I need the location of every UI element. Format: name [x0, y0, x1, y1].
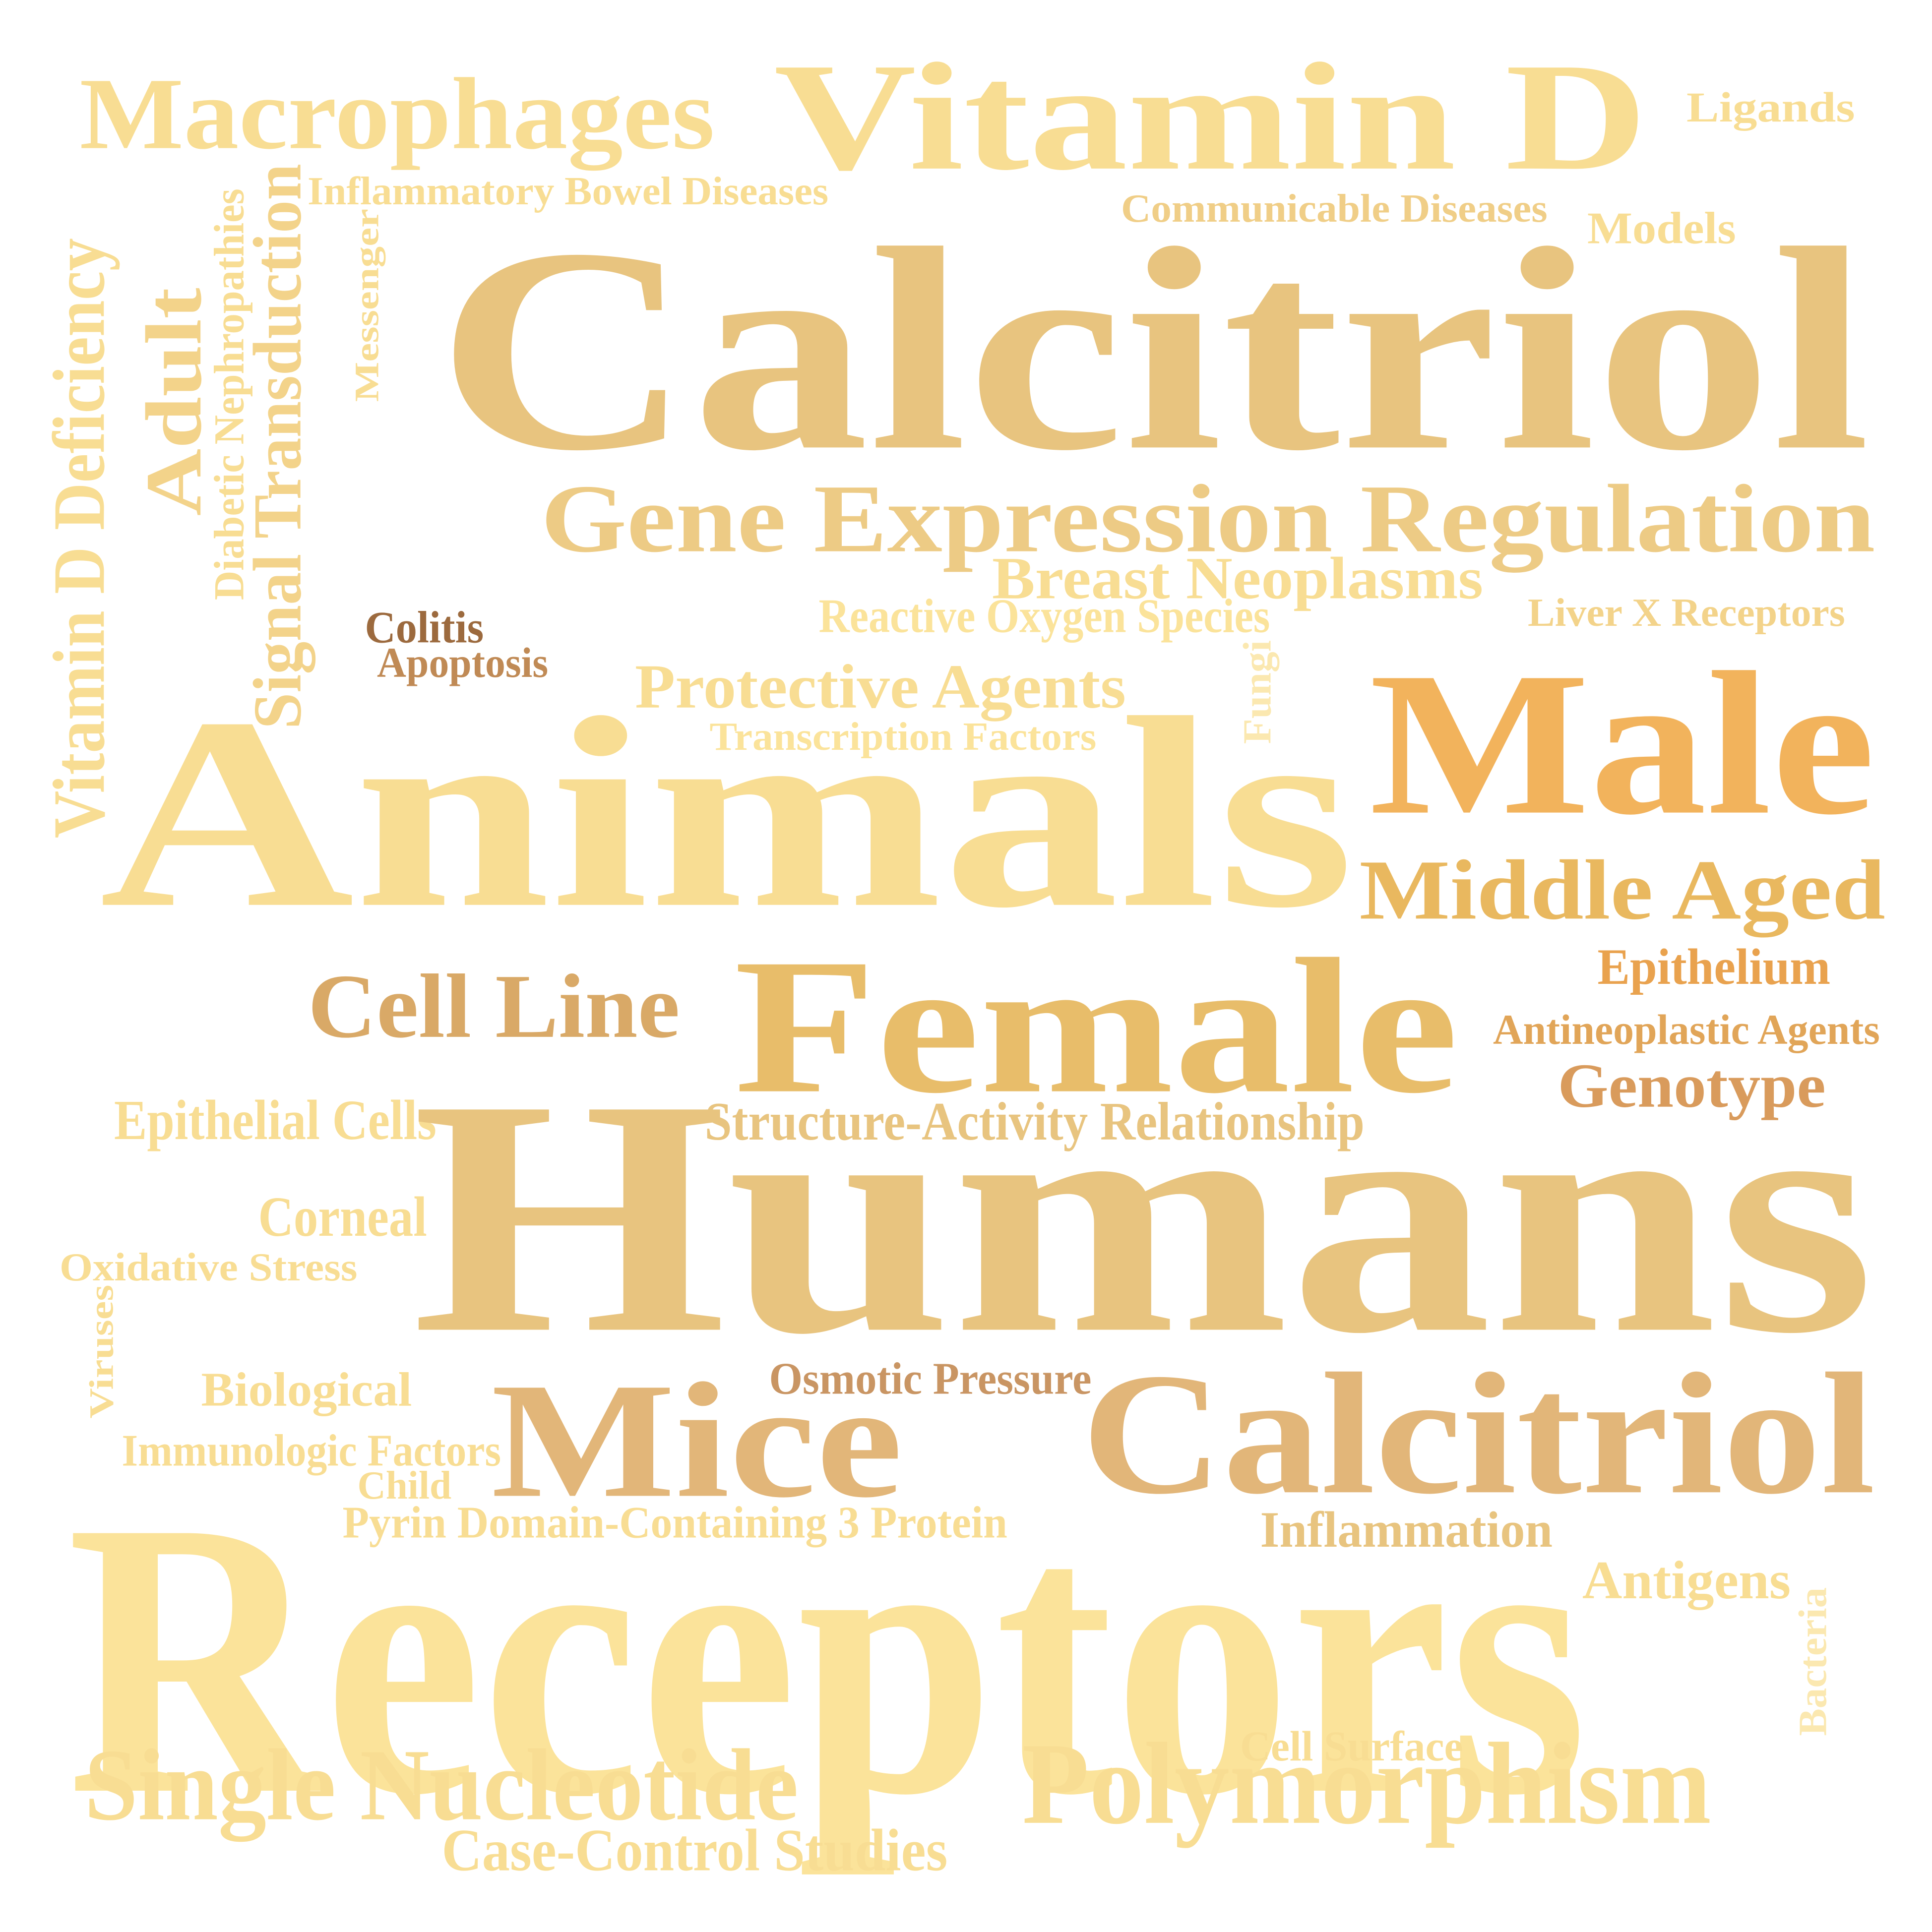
- word-calcitriol-medium: Calcitriol: [1081, 1337, 1875, 1530]
- word-calcitriol-large: Calcitriol: [436, 188, 1870, 511]
- word-female: Female: [734, 919, 1459, 1134]
- word-cell-surface: Cell Surface: [1240, 1722, 1463, 1770]
- word-viruses: Viruses: [82, 1284, 121, 1419]
- word-protective-agents: Protective Agents: [635, 652, 1126, 722]
- word-inflammation: Inflammation: [1260, 1501, 1553, 1558]
- word-antigens: Antigens: [1582, 1550, 1791, 1610]
- word-inflammatory-bowel-diseases: Inflammatory Bowel Diseases: [307, 169, 829, 213]
- word-cell-line: Cell Line: [307, 956, 680, 1057]
- word-polymorphism: Polymorphism: [1022, 1719, 1711, 1849]
- word-breast-neoplasms: Breast Neoplasms: [992, 545, 1484, 612]
- word-middle-aged: Middle Aged: [1359, 843, 1885, 938]
- word-ligands: Ligands: [1686, 83, 1855, 131]
- word-messenger: Messenger: [347, 208, 386, 402]
- word-humans: Humans: [412, 1030, 1875, 1403]
- word-macrophages: Macrophages: [79, 57, 715, 171]
- word-genotype: Genotype: [1557, 1051, 1826, 1121]
- word-single-nucleotide: Single Nucleotide: [84, 1728, 799, 1842]
- word-colitis: Colitis: [365, 602, 484, 653]
- word-communicable-diseases: Communicable Diseases: [1121, 186, 1548, 231]
- word-receptors: Receptors: [66, 1441, 1588, 1876]
- word-immunologic-factors: Immunologic Factors: [122, 1425, 501, 1476]
- word-pyrin-domain-containing-3-protein: Pyrin Domain-Containing 3 Protein: [342, 1497, 1007, 1548]
- word-transcription-factors: Transcription Factors: [709, 714, 1096, 759]
- word-child: Child: [357, 1463, 451, 1508]
- word-adult: Adult: [129, 287, 218, 516]
- word-case-control-studies: Case-Control Studies: [441, 1817, 947, 1884]
- word-antineoplastic-agents: Antineoplastic Agents: [1493, 1006, 1880, 1054]
- word-reactive-oxygen-species: Reactive Oxygen Species: [818, 589, 1270, 643]
- word-epithelial-cells: Epithelial Cells: [114, 1088, 436, 1152]
- word-models: Models: [1587, 202, 1736, 253]
- word-structure-activity-relationship: Structure-Activity Relationship: [704, 1091, 1365, 1151]
- word-male: Male: [1369, 630, 1875, 857]
- word-epithelium: Epithelium: [1597, 938, 1830, 995]
- word-corneal: Corneal: [258, 1185, 427, 1249]
- word-oxidative-stress: Oxidative Stress: [59, 1245, 358, 1289]
- word-apoptosis: Apoptosis: [376, 639, 549, 687]
- word-bacteria: Bacteria: [1790, 1587, 1835, 1736]
- word-biological: Biological: [200, 1363, 412, 1416]
- word-signal-transduction: Signal Transduction: [239, 164, 315, 729]
- word-liver-x-receptors: Liver X Receptors: [1528, 590, 1845, 635]
- word-gene-expression-regulation: Gene Expression Regulation: [541, 464, 1875, 573]
- word-osmotic-pressure: Osmotic Pressure: [768, 1353, 1092, 1404]
- word-animals: Animals: [99, 661, 1355, 965]
- word-mice: Mice: [491, 1348, 903, 1532]
- word-vitamin-d: Vitamin D: [773, 31, 1647, 202]
